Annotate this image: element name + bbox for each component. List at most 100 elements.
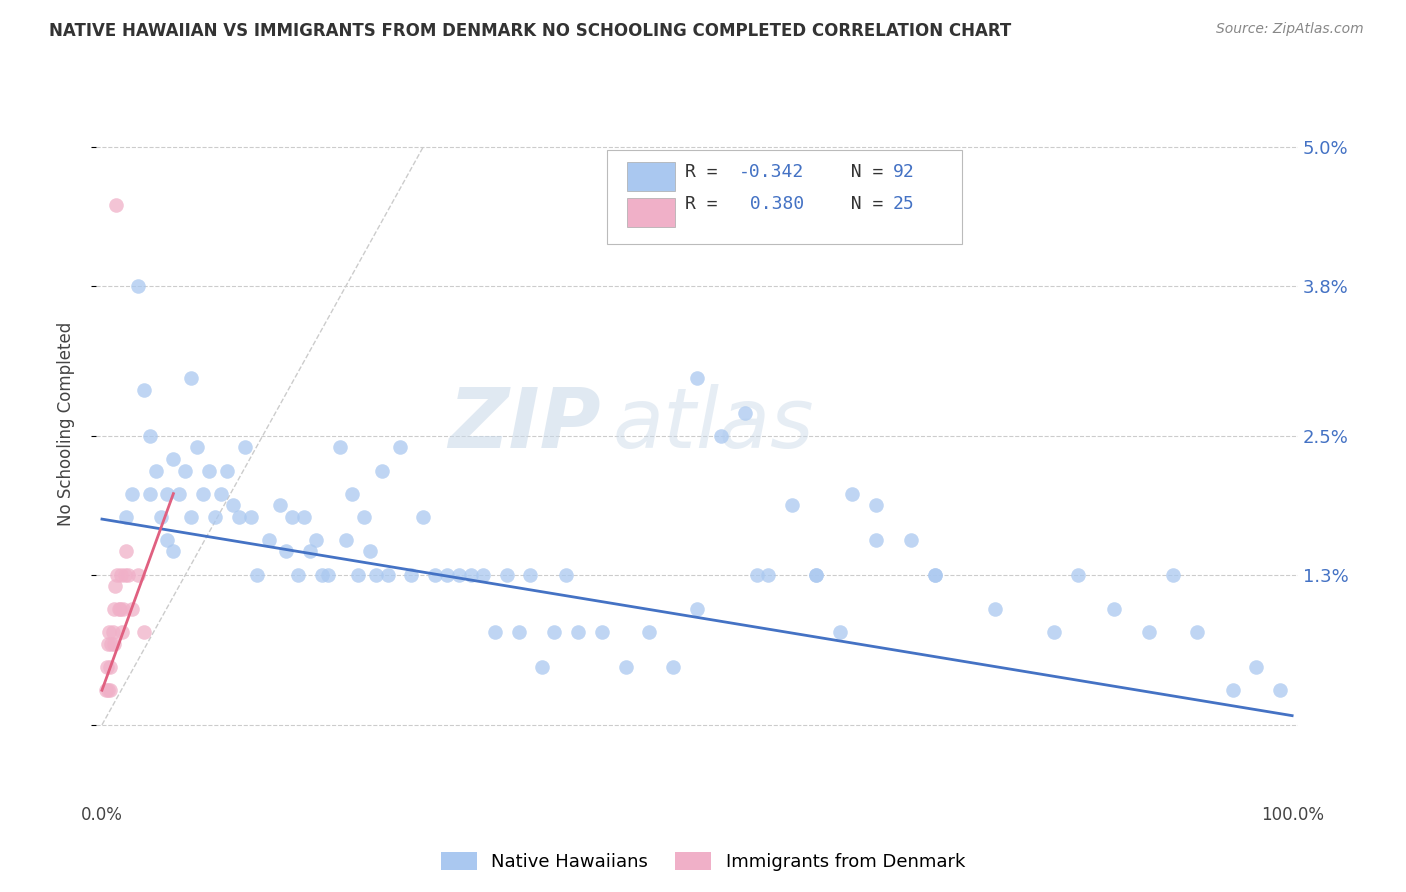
Point <box>1185 625 1208 640</box>
Point <box>191 486 214 500</box>
Point <box>519 567 541 582</box>
Point <box>299 544 322 558</box>
Point <box>204 509 226 524</box>
Point <box>138 486 160 500</box>
Point <box>98 625 121 640</box>
Point <box>804 567 827 582</box>
Point <box>111 625 134 640</box>
Point <box>98 683 121 698</box>
Text: N =: N = <box>830 195 894 213</box>
Point <box>138 429 160 443</box>
Point <box>329 441 352 455</box>
Point <box>233 441 256 455</box>
Point <box>686 371 709 385</box>
Point <box>121 602 143 616</box>
Point <box>340 486 363 500</box>
Point <box>100 637 122 651</box>
Point <box>117 567 139 582</box>
Point <box>900 533 922 547</box>
Point <box>591 625 613 640</box>
FancyBboxPatch shape <box>607 150 962 244</box>
Point <box>412 509 434 524</box>
Text: 25: 25 <box>893 195 915 213</box>
Text: NATIVE HAWAIIAN VS IMMIGRANTS FROM DENMARK NO SCHOOLING COMPLETED CORRELATION CH: NATIVE HAWAIIAN VS IMMIGRANTS FROM DENMA… <box>49 22 1011 40</box>
Point <box>97 637 120 651</box>
Point <box>94 683 117 698</box>
Point <box>107 567 129 582</box>
Point <box>107 602 129 616</box>
Point <box>508 625 530 640</box>
Point <box>1137 625 1160 640</box>
Point <box>495 567 517 582</box>
Point <box>222 498 245 512</box>
Point <box>734 406 756 420</box>
FancyBboxPatch shape <box>627 162 675 191</box>
Text: 100.0%: 100.0% <box>1261 805 1323 824</box>
Point <box>114 544 136 558</box>
Point <box>156 486 179 500</box>
Point <box>1102 602 1125 616</box>
Point <box>662 660 685 674</box>
Point <box>316 567 339 582</box>
Point <box>804 567 827 582</box>
Point <box>269 498 291 512</box>
Point <box>215 464 238 478</box>
Point <box>425 567 447 582</box>
Point <box>150 509 173 524</box>
Point <box>1222 683 1244 698</box>
Point <box>311 567 333 582</box>
Point <box>1270 683 1292 698</box>
Point <box>105 197 128 211</box>
Point <box>228 509 250 524</box>
Point <box>132 625 155 640</box>
Point <box>281 509 304 524</box>
Point <box>127 567 149 582</box>
Point <box>114 509 136 524</box>
Point <box>484 625 506 640</box>
Point <box>1161 567 1184 582</box>
Text: atlas: atlas <box>613 384 814 465</box>
Text: ZIP: ZIP <box>449 384 600 465</box>
Point <box>686 602 709 616</box>
Point <box>180 371 202 385</box>
Point <box>101 625 124 640</box>
Point <box>162 544 184 558</box>
Point <box>257 533 280 547</box>
Point <box>169 486 191 500</box>
Point <box>567 625 589 640</box>
Point <box>924 567 946 582</box>
Text: -0.342: -0.342 <box>740 163 804 181</box>
Point <box>239 509 262 524</box>
Point <box>145 464 167 478</box>
Point <box>1246 660 1268 674</box>
Point <box>983 602 1005 616</box>
Text: N =: N = <box>830 163 894 181</box>
Point <box>198 464 221 478</box>
Point <box>96 660 118 674</box>
Point <box>828 625 851 640</box>
Point <box>758 567 780 582</box>
Point <box>114 567 136 582</box>
Point <box>276 544 298 558</box>
Text: 0.0%: 0.0% <box>82 805 122 824</box>
Point <box>638 625 661 640</box>
Point <box>924 567 946 582</box>
Point <box>1043 625 1066 640</box>
Point <box>614 660 637 674</box>
Text: 0.380: 0.380 <box>740 195 804 213</box>
FancyBboxPatch shape <box>627 198 675 227</box>
Text: R =: R = <box>685 195 728 213</box>
Point <box>156 533 179 547</box>
Point <box>97 683 120 698</box>
Point <box>388 441 411 455</box>
Point <box>186 441 208 455</box>
Y-axis label: No Schooling Completed: No Schooling Completed <box>58 322 75 526</box>
Point <box>132 383 155 397</box>
Point <box>401 567 423 582</box>
Point <box>110 567 132 582</box>
Legend: Native Hawaiians, Immigrants from Denmark: Native Hawaiians, Immigrants from Denmar… <box>433 845 973 879</box>
Point <box>121 486 143 500</box>
Point <box>127 278 149 293</box>
Point <box>370 464 392 478</box>
Text: R =: R = <box>685 163 728 181</box>
